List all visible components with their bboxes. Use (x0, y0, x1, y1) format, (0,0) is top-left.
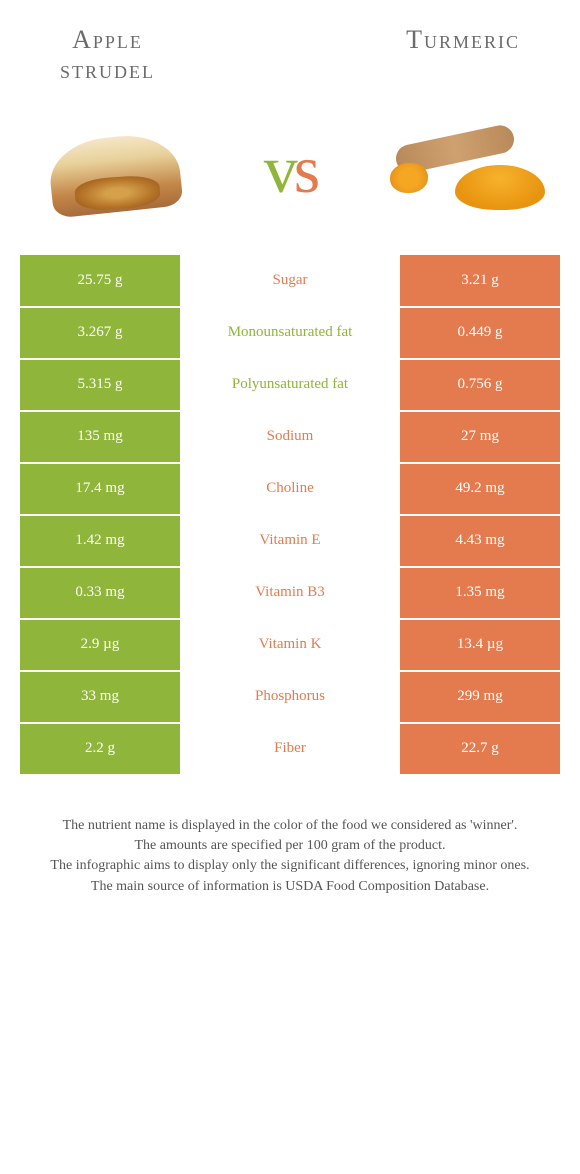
left-value-cell: 0.33 mg (20, 567, 180, 619)
nutrient-label-cell: Monounsaturated fat (180, 307, 400, 359)
nutrient-label-cell: Polyunsaturated fat (180, 359, 400, 411)
header: Apple strudel Turmeric (0, 0, 580, 95)
nutrient-label-cell: Vitamin B3 (180, 567, 400, 619)
left-value-cell: 3.267 g (20, 307, 180, 359)
right-value-cell: 1.35 mg (400, 567, 560, 619)
left-value-cell: 2.2 g (20, 723, 180, 775)
nutrient-label-cell: Sugar (180, 255, 400, 307)
right-value-cell: 49.2 mg (400, 463, 560, 515)
left-title-line1: Apple (72, 25, 143, 54)
footer-line-1: The nutrient name is displayed in the co… (30, 816, 550, 836)
nutrient-label-cell: Sodium (180, 411, 400, 463)
footer-line-4: The main source of information is USDA F… (30, 877, 550, 897)
vs-label: vs (264, 130, 316, 209)
apple-strudel-icon (40, 122, 190, 217)
right-value-cell: 3.21 g (400, 255, 560, 307)
left-value-cell: 25.75 g (20, 255, 180, 307)
right-value-cell: 13.4 µg (400, 619, 560, 671)
footer-line-3: The infographic aims to display only the… (30, 856, 550, 876)
right-value-cell: 22.7 g (400, 723, 560, 775)
table-row: 5.315 gPolyunsaturated fat0.756 g (20, 359, 560, 411)
table-row: 2.9 µgVitamin K13.4 µg (20, 619, 560, 671)
left-title-line2: strudel (60, 55, 155, 84)
table-row: 0.33 mgVitamin B31.35 mg (20, 567, 560, 619)
table-row: 3.267 gMonounsaturated fat0.449 g (20, 307, 560, 359)
left-value-cell: 135 mg (20, 411, 180, 463)
right-value-cell: 299 mg (400, 671, 560, 723)
right-food-title: Turmeric (406, 25, 520, 85)
nutrition-table: 25.75 gSugar3.21 g3.267 gMonounsaturated… (20, 255, 560, 776)
vs-s: s (294, 130, 316, 209)
vs-v: v (264, 130, 294, 209)
nutrient-label-cell: Fiber (180, 723, 400, 775)
nutrient-label-cell: Vitamin K (180, 619, 400, 671)
footer-line-2: The amounts are specified per 100 gram o… (30, 836, 550, 856)
left-value-cell: 2.9 µg (20, 619, 180, 671)
table-row: 2.2 gFiber22.7 g (20, 723, 560, 775)
left-value-cell: 33 mg (20, 671, 180, 723)
right-value-cell: 27 mg (400, 411, 560, 463)
table-row: 135 mgSodium27 mg (20, 411, 560, 463)
nutrient-label-cell: Phosphorus (180, 671, 400, 723)
table-row: 17.4 mgCholine49.2 mg (20, 463, 560, 515)
nutrient-label-cell: Vitamin E (180, 515, 400, 567)
footer-notes: The nutrient name is displayed in the co… (0, 776, 580, 897)
right-value-cell: 0.449 g (400, 307, 560, 359)
right-value-cell: 4.43 mg (400, 515, 560, 567)
table-row: 33 mgPhosphorus299 mg (20, 671, 560, 723)
nutrient-label-cell: Choline (180, 463, 400, 515)
turmeric-icon (385, 125, 545, 215)
left-food-title: Apple strudel (60, 25, 155, 85)
table-row: 25.75 gSugar3.21 g (20, 255, 560, 307)
left-value-cell: 17.4 mg (20, 463, 180, 515)
right-food-image (380, 115, 550, 225)
left-value-cell: 5.315 g (20, 359, 180, 411)
images-row: vs (0, 95, 580, 255)
left-value-cell: 1.42 mg (20, 515, 180, 567)
table-row: 1.42 mgVitamin E4.43 mg (20, 515, 560, 567)
right-title: Turmeric (406, 25, 520, 54)
right-value-cell: 0.756 g (400, 359, 560, 411)
left-food-image (30, 115, 200, 225)
